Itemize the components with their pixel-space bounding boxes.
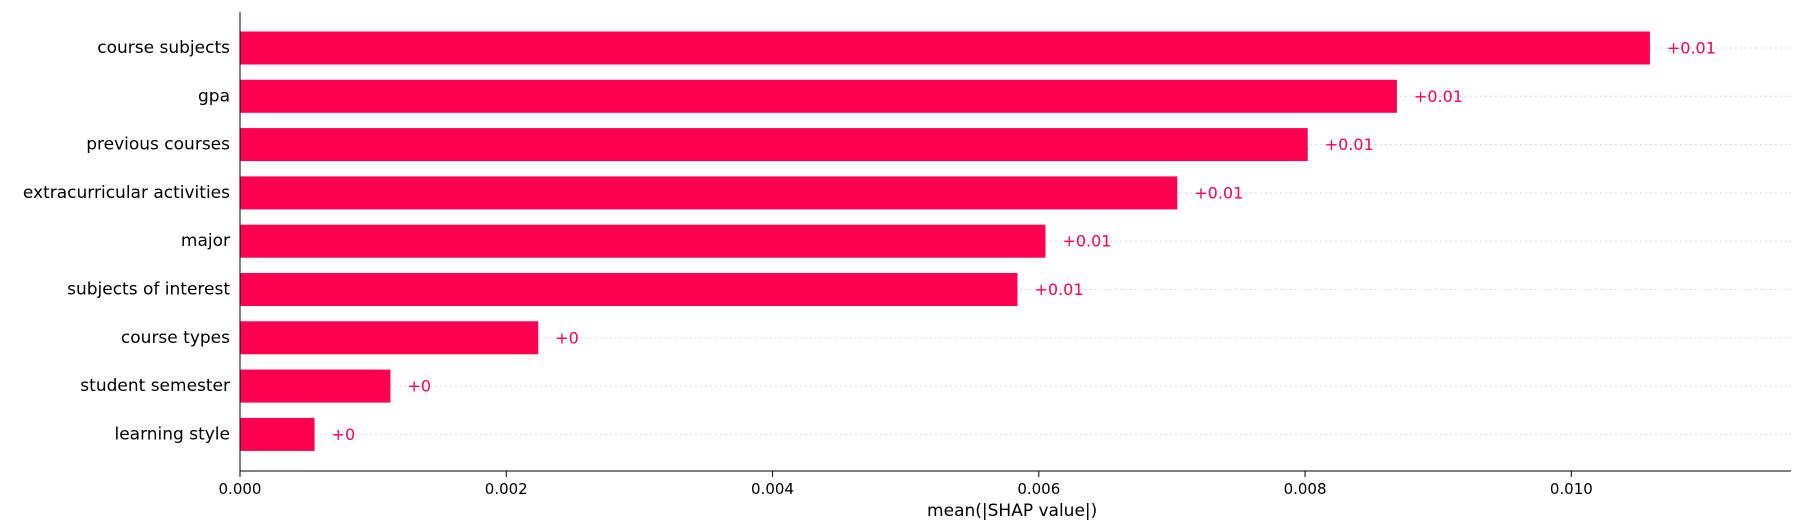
bar-extracurricular-activities: [240, 176, 1178, 210]
bar-course-subjects: [240, 31, 1650, 65]
y-tick-label: previous courses: [86, 135, 230, 155]
y-tick-label: gpa: [198, 86, 230, 106]
value-labels: +0.01 +0.01 +0.01 +0.01 +0.01 +0.01 +0 +0 +0: [332, 39, 1716, 444]
x-tick-label: 0.002: [485, 480, 528, 498]
y-tick-labels: course subjects gpa previous courses extrac…: [23, 38, 230, 444]
value-label: +0: [407, 377, 431, 396]
x-tick-label: 0.004: [751, 480, 794, 498]
y-tick-label: learning style: [114, 424, 230, 444]
x-axis-label: mean(|SHAP value|): [927, 501, 1097, 521]
value-label: +0.01: [1194, 183, 1243, 202]
bar-student-semester: [240, 369, 391, 403]
y-tick-label: extracurricular activities: [23, 183, 230, 203]
bar-subjects-of-interest: [240, 273, 1018, 306]
x-tick-label: 0.000: [219, 480, 262, 498]
bar-gpa: [240, 79, 1397, 113]
x-ticks: 0.000 0.002 0.004 0.006 0.008 0.010: [219, 471, 1593, 498]
y-tick-label: course types: [121, 328, 230, 348]
x-tick-label: 0.010: [1550, 480, 1593, 498]
value-label: +0: [332, 425, 356, 444]
value-label: +0.01: [1034, 280, 1083, 299]
x-tick-label: 0.006: [1017, 480, 1060, 498]
value-label: +0: [555, 328, 579, 347]
y-tick-label: course subjects: [97, 38, 230, 58]
x-tick-label: 0.008: [1284, 480, 1327, 498]
bars: [240, 31, 1650, 451]
bar-previous-courses: [240, 128, 1308, 162]
value-label: +0.01: [1325, 135, 1374, 154]
y-tick-label: major: [181, 231, 230, 251]
bar-learning-style: [240, 417, 315, 451]
y-tick-label: student semester: [80, 376, 230, 396]
value-label: +0.01: [1062, 232, 1111, 251]
y-tick-label: subjects of interest: [67, 280, 230, 300]
bar-course-types: [240, 321, 539, 355]
value-label: +0.01: [1414, 87, 1463, 106]
value-label: +0.01: [1667, 39, 1716, 58]
bar-major: [240, 224, 1046, 258]
